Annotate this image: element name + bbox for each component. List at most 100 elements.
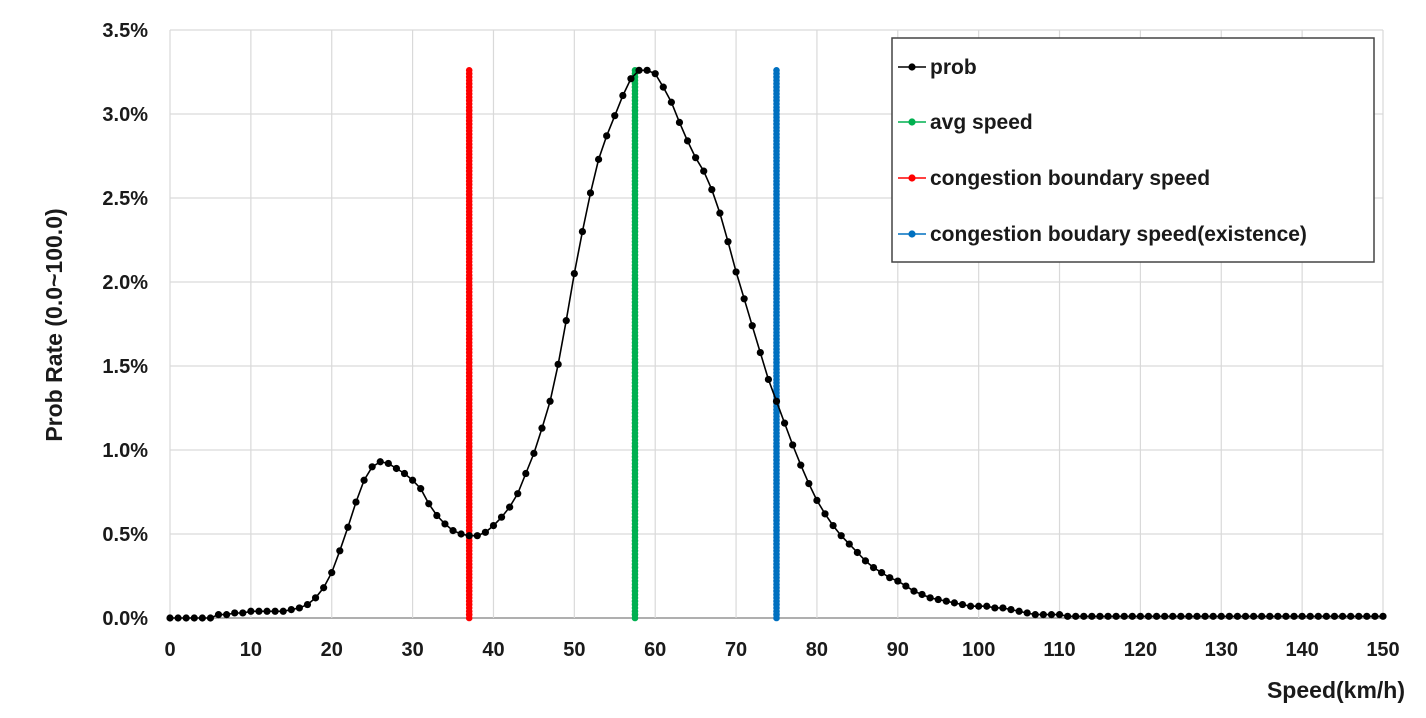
data-point [627,75,635,83]
congestion-boundary-series [465,67,473,622]
data-point [473,532,481,540]
x-tick-label: 0 [164,639,175,661]
data-point [489,522,498,530]
data-point [1031,611,1039,619]
legend-swatch-dot [908,63,916,71]
data-point [457,530,465,538]
y-tick-label: 0.5% [102,524,148,546]
data-point [223,611,231,619]
x-tick-label: 90 [887,639,909,661]
data-point [853,548,861,557]
data-point [344,523,352,531]
data-point [506,503,514,511]
data-point [174,614,182,622]
data-point [1161,612,1169,620]
x-tick-label: 140 [1285,639,1318,661]
data-point [481,528,489,536]
data-point [813,496,821,504]
data-point [1347,612,1355,620]
data-point [514,490,522,498]
legend-label: avg speed [930,111,1033,134]
legend-label: prob [930,56,977,79]
data-point [1363,612,1371,620]
data-point [740,295,748,303]
data-point [376,458,384,466]
legend-swatch-dot [908,118,916,126]
x-tick-label: 20 [321,639,343,661]
data-point [1120,612,1128,620]
data-point [1282,612,1290,620]
data-point [1047,611,1056,619]
data-point [910,587,918,595]
data-point [983,602,991,610]
data-point [780,419,789,427]
data-point [1241,612,1250,620]
data-point [336,547,344,555]
data-point [934,595,942,604]
data-point [958,600,967,609]
data-point [239,609,247,617]
data-point [554,360,562,368]
legend-label: congestion boundary speed [930,167,1210,190]
data-point [1330,612,1339,620]
data-point [837,532,845,540]
data-point [821,510,829,518]
legend-swatch-dot [908,174,916,182]
data-point [1080,612,1088,620]
data-point [1379,612,1387,620]
y-tick-label: 1.5% [102,356,148,378]
x-tick-label: 120 [1124,639,1157,661]
x-axis-title: Speed(km/h) [1267,677,1405,703]
data-point [966,602,975,610]
data-point [409,476,417,484]
data-point [465,67,473,74]
data-point [328,569,336,577]
data-point [1112,612,1120,620]
data-point [352,498,360,506]
data-point [789,441,797,449]
data-point [1250,612,1258,620]
legend-label: congestion boudary speed(existence) [930,223,1307,246]
data-point [400,469,409,478]
data-point [1023,609,1031,617]
y-axis-title: Prob Rate (0.0~100.0) [41,208,67,441]
congestion-existence-series [773,67,780,622]
x-tick-label: 30 [401,639,423,661]
x-tick-label: 110 [1043,639,1075,661]
data-point [1088,612,1096,620]
data-point [417,485,425,493]
data-point [1185,612,1193,620]
data-point [619,91,627,100]
data-point [271,607,279,615]
data-point [279,607,287,615]
x-tick-label: 100 [962,639,995,661]
data-point [773,67,780,74]
data-point [869,564,878,572]
data-point [360,476,368,484]
data-point [1136,612,1144,620]
data-point [748,322,756,330]
data-point [1201,612,1209,620]
data-point [231,609,239,617]
data-point [805,480,813,488]
data-point [392,464,401,473]
legend-item: avg speed [898,111,1033,134]
data-point [465,532,473,540]
data-point [530,449,538,457]
data-point [433,511,441,520]
x-tick-label: 50 [563,639,585,661]
data-point [425,500,433,508]
data-point [287,606,295,614]
y-tick-label: 3.5% [102,20,148,42]
data-point [1064,612,1072,620]
data-point [675,118,684,126]
grid-lines [169,29,1384,619]
data-point [797,461,805,469]
data-point [667,98,675,106]
data-point [1338,612,1347,620]
data-point [724,238,732,246]
data-point [1015,607,1023,615]
data-point [829,522,837,530]
data-point [441,520,449,528]
